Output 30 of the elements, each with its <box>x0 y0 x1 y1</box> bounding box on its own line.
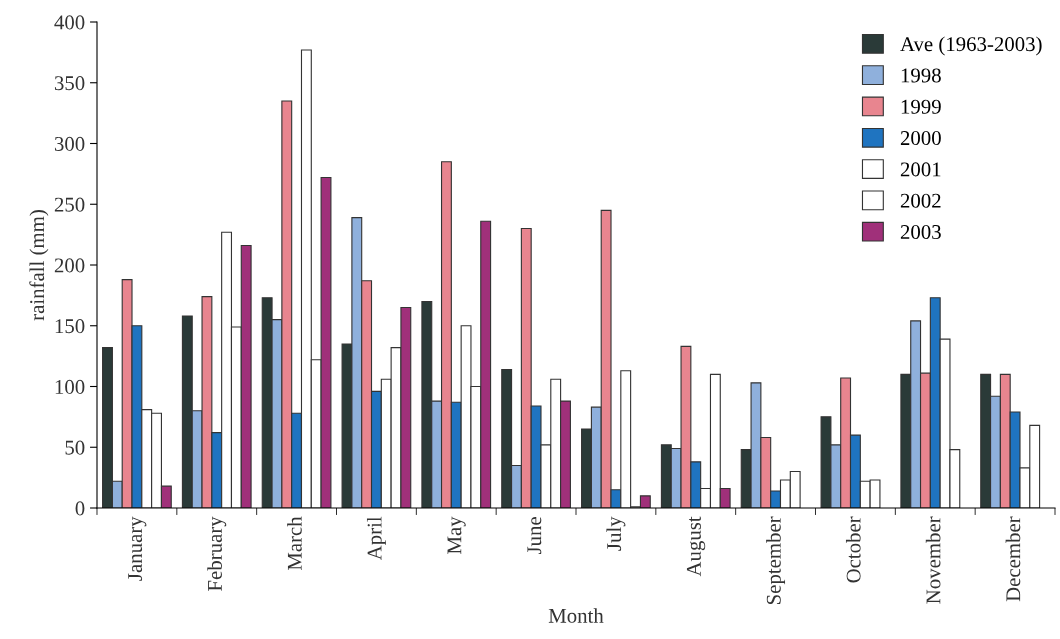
y-tick-label: 50 <box>65 440 85 455</box>
y-tick-label: 400 <box>54 15 85 30</box>
legend-label: Ave (1963-2003) <box>900 36 1042 56</box>
x-tick-label: September <box>766 516 786 605</box>
legend-label: 1998 <box>901 68 941 83</box>
y-tick-label: 250 <box>54 197 85 212</box>
y-tick-label: 300 <box>54 136 85 151</box>
legend-label: 1999 <box>901 99 941 114</box>
legend-label: 2003 <box>900 224 941 240</box>
y-tick-label: 100 <box>55 379 85 394</box>
legend-label: 2002 <box>900 193 941 208</box>
x-tick-label: June <box>527 517 542 555</box>
x-tick-label: November <box>925 516 941 604</box>
y-tick-label: 0 <box>75 501 85 516</box>
y-tick-label: 200 <box>54 258 85 273</box>
x-tick-label: April <box>366 516 386 561</box>
y-tick-label: 150 <box>55 319 85 334</box>
x-tick-label: January <box>128 516 147 581</box>
x-tick-label: March <box>287 516 302 571</box>
y-tick-label: 350 <box>54 76 85 91</box>
x-tick-label: October <box>845 516 861 583</box>
x-tick-label: February <box>207 516 227 591</box>
y-axis-title: rainfall (mm) <box>29 210 49 321</box>
x-tick-label: December <box>1005 516 1021 602</box>
x-tick-label: July <box>606 516 626 551</box>
legend-label: 2001 <box>900 162 941 177</box>
legend-label: 2000 <box>900 131 941 146</box>
x-tick-label: August <box>686 516 706 577</box>
x-tick-label: May <box>447 516 466 554</box>
x-axis-title: Month <box>548 608 604 623</box>
